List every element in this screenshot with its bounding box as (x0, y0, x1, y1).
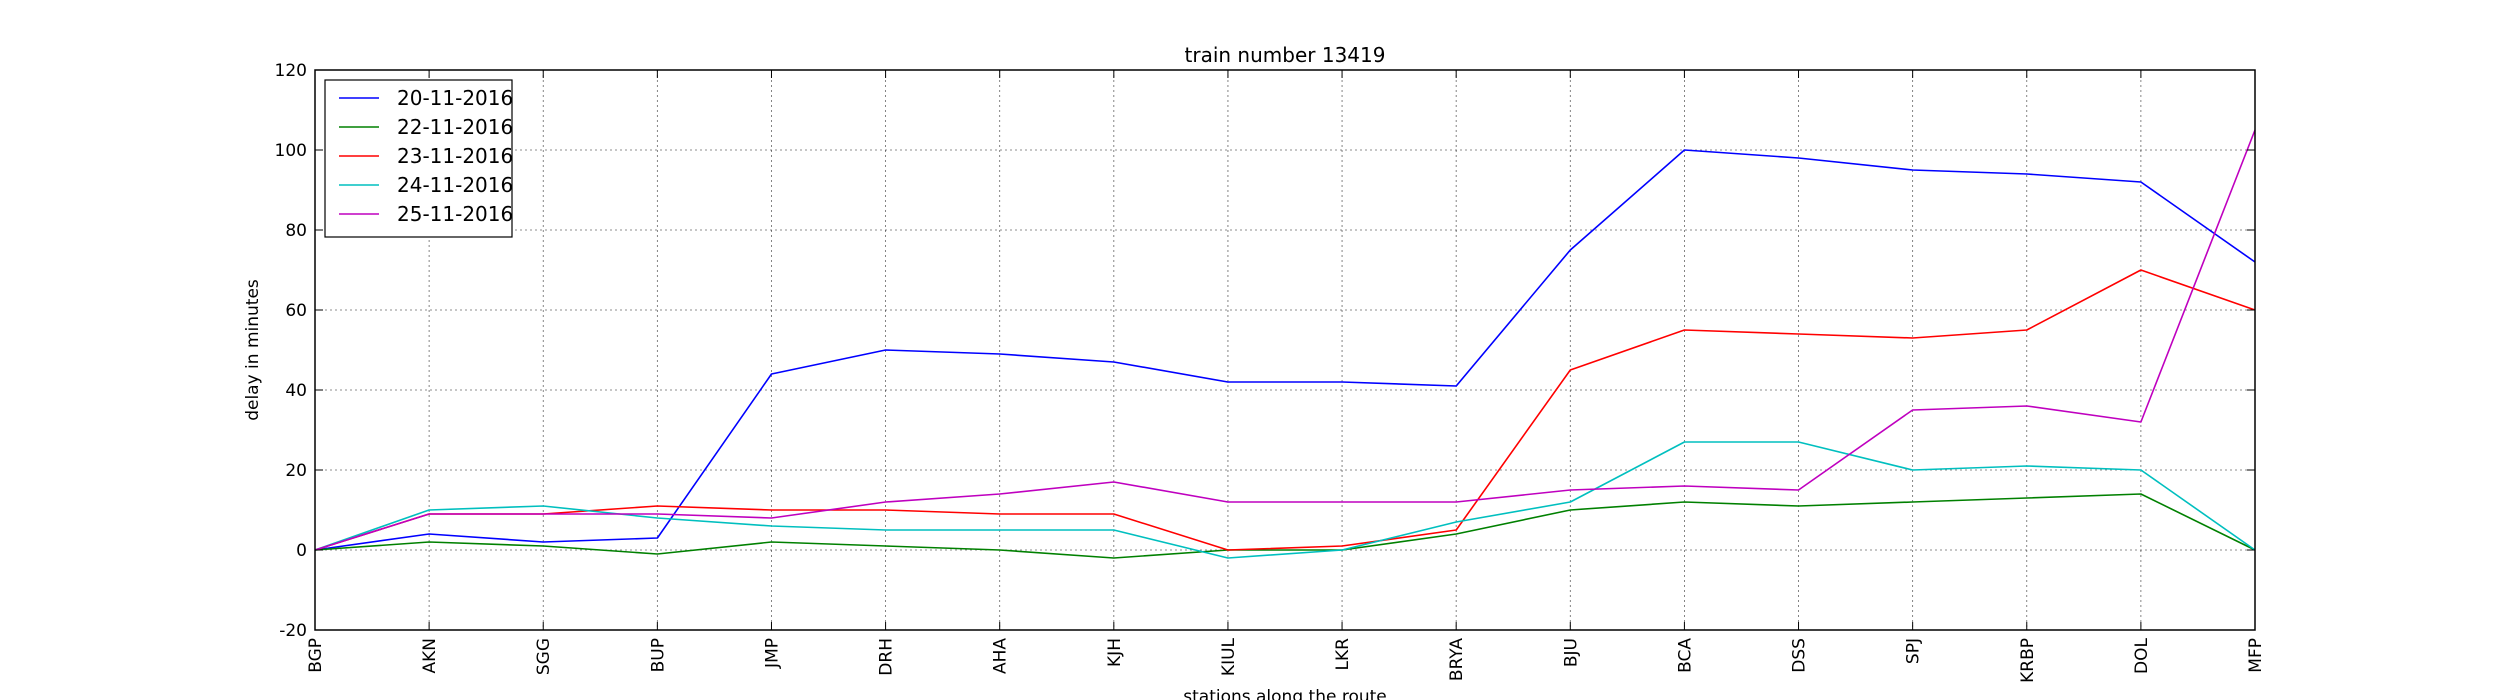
legend-box (324, 79, 513, 238)
chart-title: train number 13419 (1185, 43, 1386, 67)
x-tick-label: AKN (420, 638, 440, 674)
legend-label: 23-11-2016 (397, 144, 513, 168)
x-tick-label: KRBP (2018, 638, 2038, 683)
legend-label: 25-11-2016 (397, 202, 513, 226)
y-tick-label: 100 (275, 141, 307, 161)
axis-ticks: -20 0 20 40 60 80 100 120 BGP AKN SGG BUP JMP DRH AHA K… (275, 61, 2266, 683)
x-tick-label: BGP (306, 638, 326, 673)
y-axis-label: delay in minutes (243, 279, 263, 421)
series-lines (314, 129, 2256, 559)
legend-label: 24-11-2016 (397, 173, 513, 197)
legend: 20-11-2016 22-11-2016 23-11-2016 24-11-2016… (324, 79, 513, 238)
x-tick-label: DRH (877, 638, 897, 676)
x-tick-label: LKR (1333, 638, 1353, 671)
x-axis-label: stations along the route (1183, 687, 1387, 700)
y-tick-label: 40 (285, 381, 307, 401)
x-tick-label: MFP (2246, 638, 2266, 673)
x-tick-label: BUP (648, 638, 668, 672)
x-tick-label: DSS (1790, 638, 1810, 673)
y-tick-label: 0 (296, 541, 307, 561)
series-line-2 (314, 493, 2256, 559)
x-tick-label: SGG (534, 638, 554, 675)
x-tick-label: JMP (762, 638, 782, 669)
y-tick-label: 80 (285, 221, 307, 241)
series-line-1 (314, 149, 2256, 551)
x-tick-label: SPJ (1904, 638, 1924, 664)
y-tick-label: -20 (279, 621, 307, 641)
x-tick-label: BCA (1675, 638, 1695, 673)
x-tick-label: AHA (991, 638, 1011, 674)
x-tick-label: KIUL (1219, 637, 1239, 676)
y-tick-label: 20 (285, 461, 307, 481)
legend-label: 20-11-2016 (397, 86, 513, 110)
x-tick-label: BJU (1561, 638, 1581, 667)
series-line-4 (314, 441, 2256, 559)
grid (315, 70, 2255, 630)
y-tick-label: 120 (275, 61, 307, 81)
x-tick-label: KJH (1105, 638, 1125, 667)
series-line-5 (314, 129, 2256, 551)
x-tick-label: DOL (2132, 637, 2152, 673)
plot-frame (314, 69, 2256, 631)
x-tick-label: BRYA (1447, 638, 1467, 681)
series-line-3 (314, 269, 2256, 551)
legend-label: 22-11-2016 (397, 115, 513, 139)
y-tick-label: 60 (285, 301, 307, 321)
